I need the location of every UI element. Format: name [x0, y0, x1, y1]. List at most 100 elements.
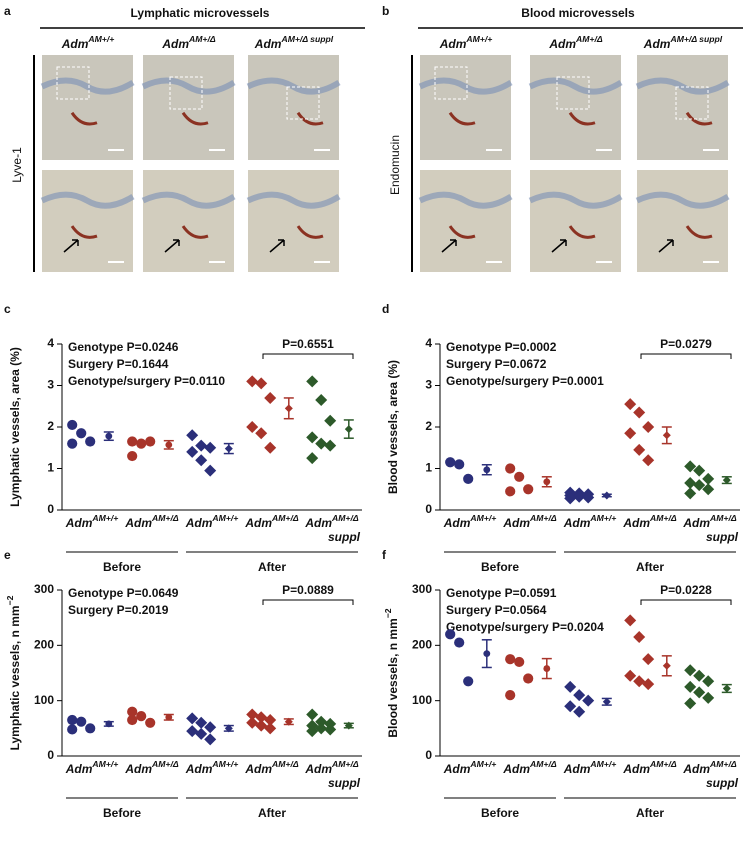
- superscript: AM+/Δ: [649, 759, 677, 769]
- point: [454, 637, 465, 648]
- category-sub: suppl: [706, 530, 739, 544]
- point: [246, 716, 259, 729]
- point: [85, 436, 96, 447]
- point: [195, 716, 208, 729]
- stats-line: Genotype P=0.0246: [68, 340, 179, 354]
- point: [306, 725, 319, 738]
- label-text: Adm: [682, 516, 710, 530]
- comparison-bracket: [640, 353, 732, 359]
- category-sub: suppl: [328, 776, 361, 790]
- point: [324, 723, 337, 736]
- micrograph: [143, 170, 234, 272]
- panel-letter: e: [4, 548, 11, 562]
- superscript: AM+/Δ: [151, 513, 179, 523]
- tissue: [418, 77, 513, 95]
- point: [264, 722, 277, 735]
- point: [573, 689, 586, 702]
- point: [136, 438, 147, 449]
- point: [505, 654, 516, 665]
- label: AdmAM+/+: [185, 513, 239, 530]
- point: [624, 669, 637, 682]
- point: [684, 697, 697, 710]
- point: [523, 484, 534, 495]
- tissue: [141, 77, 236, 95]
- vessel: [296, 225, 324, 239]
- label-text: Adm: [244, 516, 272, 530]
- panel-title: Blood microvessels: [521, 6, 635, 20]
- y-tick-label: 0: [47, 502, 54, 516]
- vessel: [685, 111, 713, 126]
- inset-box: [169, 76, 203, 110]
- stain-label: Lyve-1: [10, 147, 24, 183]
- label: AdmAM+/Δ: [304, 513, 359, 530]
- inset-box: [56, 66, 90, 100]
- superscript: AM+/Δ: [709, 759, 737, 769]
- phase-label: Before: [103, 560, 141, 574]
- stats-line: Genotype P=0.0649: [68, 586, 179, 600]
- label-text: Adm: [443, 762, 471, 776]
- point: [624, 614, 637, 627]
- label: AdmAM+/Δ suppl: [254, 34, 334, 51]
- label: AdmAM+/Δ: [161, 34, 216, 51]
- point: [702, 472, 715, 485]
- vessel: [181, 111, 209, 126]
- comparison-label: P=0.6551: [282, 337, 334, 351]
- point: [633, 406, 646, 419]
- point: [454, 459, 465, 470]
- point: [582, 694, 595, 707]
- point: [315, 715, 328, 728]
- y-tick-label: 0: [425, 502, 432, 516]
- label: Blood vessels, n mm−2: [383, 608, 400, 737]
- comparison-bracket: [262, 599, 354, 605]
- point: [702, 691, 715, 704]
- label-text: Adm: [622, 762, 650, 776]
- point: [684, 680, 697, 693]
- y-tick-label: 300: [412, 582, 432, 596]
- label-text: Adm: [502, 762, 530, 776]
- point: [693, 464, 706, 477]
- point: [693, 669, 706, 682]
- y-tick-label: 2: [47, 419, 54, 433]
- label-text: Adm: [304, 516, 332, 530]
- label-text: Adm: [304, 762, 332, 776]
- y-tick-label: 100: [34, 693, 54, 707]
- point: [642, 421, 655, 433]
- label: AdmAM+/+: [65, 759, 119, 776]
- stain-label: Endomucin: [388, 135, 402, 195]
- superscript: AM+/Δ: [709, 513, 737, 523]
- label-text: Adm: [65, 516, 93, 530]
- micrograph: [248, 55, 339, 160]
- micrograph: [42, 170, 133, 272]
- superscript: AM+/Δ: [151, 759, 179, 769]
- category-sub: suppl: [706, 776, 739, 790]
- phase-label: After: [258, 560, 286, 574]
- comparison-label: P=0.0228: [660, 583, 712, 597]
- label: AdmAM+/Δ: [622, 759, 677, 776]
- phase-label: After: [636, 560, 664, 574]
- panel-letter: d: [382, 302, 389, 316]
- vessel: [568, 111, 596, 126]
- phase-label: Before: [481, 560, 519, 574]
- label: AdmAM+/Δ: [682, 759, 737, 776]
- label-text: Adm: [124, 516, 152, 530]
- label: AdmAM+/Δ: [502, 759, 557, 776]
- category-sub: suppl: [328, 530, 361, 544]
- stats-line: Surgery P=0.1644: [68, 357, 169, 371]
- point: [127, 436, 138, 447]
- stats-line: Genotype P=0.0591: [446, 586, 557, 600]
- label-text: Adm: [185, 516, 213, 530]
- point: [624, 427, 637, 440]
- y-tick-label: 2: [425, 419, 432, 433]
- point: [642, 678, 655, 691]
- point: [105, 432, 113, 440]
- point: [165, 441, 173, 449]
- tissue: [528, 191, 623, 209]
- tissue: [418, 191, 513, 209]
- y-tick-label: 3: [425, 378, 432, 392]
- point: [284, 717, 293, 726]
- tissue: [40, 77, 135, 95]
- stats-line: Genotype/surgery P=0.0001: [446, 374, 604, 388]
- point: [204, 441, 217, 454]
- point: [693, 479, 706, 492]
